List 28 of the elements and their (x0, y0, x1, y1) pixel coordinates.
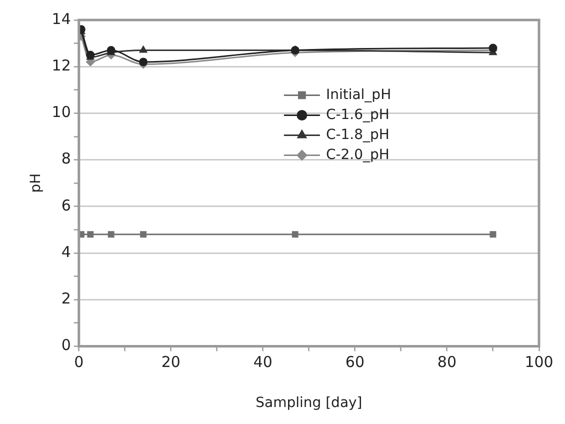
legend-label: C-1.6_pH (326, 106, 390, 123)
legend-label: C-1.8_pH (326, 126, 390, 143)
y-tick-label: 4 (61, 242, 71, 261)
x-tick-label: 0 (74, 353, 84, 372)
legend-label: Initial_pH (326, 86, 392, 103)
x-tick-label: 40 (253, 353, 272, 372)
y-axis-title: pH (28, 173, 44, 193)
x-tick-label: 60 (345, 353, 364, 372)
y-tick-label: 8 (61, 150, 71, 168)
x-tick-label: 80 (437, 353, 457, 372)
y-tick-label: 2 (61, 289, 71, 308)
legend-label: C-2.0_pH (326, 146, 390, 163)
y-tick-label: 6 (61, 196, 71, 214)
x-tick-label: 100 (524, 353, 554, 372)
y-tick-label: 14 (52, 10, 71, 28)
point (139, 58, 148, 66)
y-tick-label: 12 (52, 56, 71, 74)
point (87, 231, 94, 238)
point (108, 231, 114, 238)
x-tick-label: 20 (161, 353, 180, 372)
y-tick-label: 0 (61, 336, 71, 354)
y-tick-label: 10 (52, 103, 71, 122)
point (292, 231, 298, 238)
point (140, 46, 148, 53)
point (140, 231, 147, 238)
point (488, 44, 498, 52)
x-axis-title: Sampling [day] (256, 395, 362, 412)
point (490, 231, 496, 238)
